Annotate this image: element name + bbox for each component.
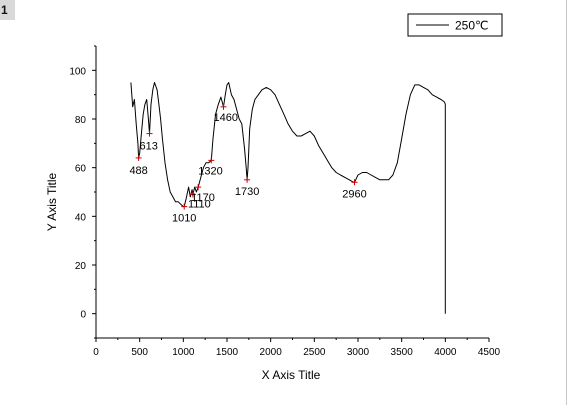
x-tick-label: 0 [93,347,99,358]
y-tick-label: 40 [75,212,87,223]
peak-label: 613 [140,141,158,153]
x-tick-label: 4000 [434,347,457,358]
x-tick-label: 3500 [391,347,414,358]
legend: 250℃ [407,13,503,37]
peak-label: 2960 [342,188,366,200]
x-tick-label: 4500 [478,347,501,358]
figure-number-badge: 1 [0,0,15,20]
x-axis-title: X Axis Title [262,368,321,382]
y-tick-label: 20 [75,261,87,272]
peak-label: 1460 [214,112,238,124]
y-tick-label: 100 [69,66,86,77]
peak-label: 1110 [188,198,211,210]
legend-box [407,13,503,37]
y-tick-label: 60 [75,164,87,175]
x-tick-label: 3000 [347,347,370,358]
x-tick-label: 2000 [260,347,283,358]
peak-label: 1170 [191,192,215,204]
y-tick-label: 0 [80,310,86,321]
x-tick-group: 0 500 1000 1500 2000 2500 3000 3500 4000 4500 [93,338,501,358]
peak-label: 1730 [235,186,259,198]
peak-label: 1320 [198,165,222,177]
peak-label: 1010 [172,213,196,225]
x-tick-label: 2500 [303,347,326,358]
x-tick-label: 1000 [172,347,195,358]
x-tick-label: 1500 [216,347,239,358]
series-line-0 [130,82,446,314]
y-axis-title: Y Axis Title [45,172,59,231]
legend-series-label: 250℃ [455,19,489,33]
right-divider [566,0,567,405]
y-tick-label: 80 [75,115,87,126]
series-group [130,82,446,314]
peak-label: 488 [129,165,147,177]
x-tick-label: 500 [131,347,148,358]
y-tick-group: 0 20 40 60 80 100 [69,45,96,339]
axes-group [95,46,489,339]
